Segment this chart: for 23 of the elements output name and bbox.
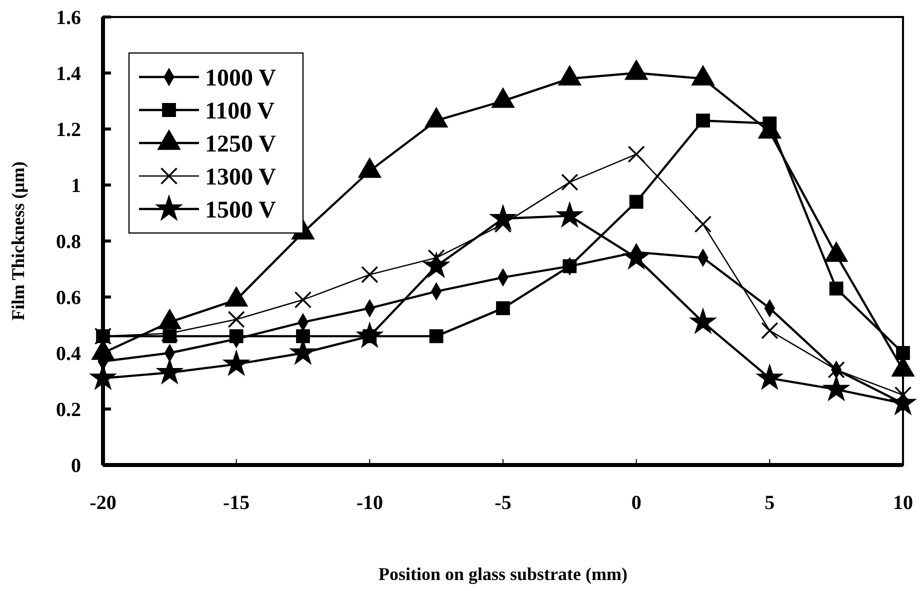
legend-label: 1250 V: [205, 131, 277, 158]
legend-label: 1000 V: [205, 65, 277, 92]
x-axis-title: Position on glass substrate (mm): [378, 564, 628, 584]
y-tick-label: 1.2: [56, 119, 81, 141]
x-tick-label: 5: [764, 492, 775, 514]
x-tick-label: -5: [494, 492, 512, 514]
y-tick-label: 1.4: [56, 63, 81, 85]
y-tick-label: 1.6: [56, 7, 81, 29]
y-tick-label: 0: [71, 455, 81, 477]
legend-label: 1500 V: [205, 197, 277, 224]
y-tick-label: 0.2: [56, 399, 81, 421]
x-tick-label: 0: [631, 492, 642, 514]
x-tick-label: 10: [893, 492, 913, 514]
y-tick-label: 0.4: [56, 343, 81, 365]
y-tick-label: 1: [71, 175, 81, 197]
y-tick-label: 0.6: [56, 287, 81, 309]
y-tick-label: 0.8: [56, 231, 81, 253]
y-axis-title: Film Thickness (μm): [8, 162, 28, 320]
x-tick-label: -20: [90, 492, 116, 514]
x-tick-label: -10: [356, 492, 384, 514]
x-tick-label: -15: [222, 492, 250, 514]
legend-label: 1100 V: [205, 98, 276, 124]
legend-label: 1300 V: [205, 164, 277, 190]
